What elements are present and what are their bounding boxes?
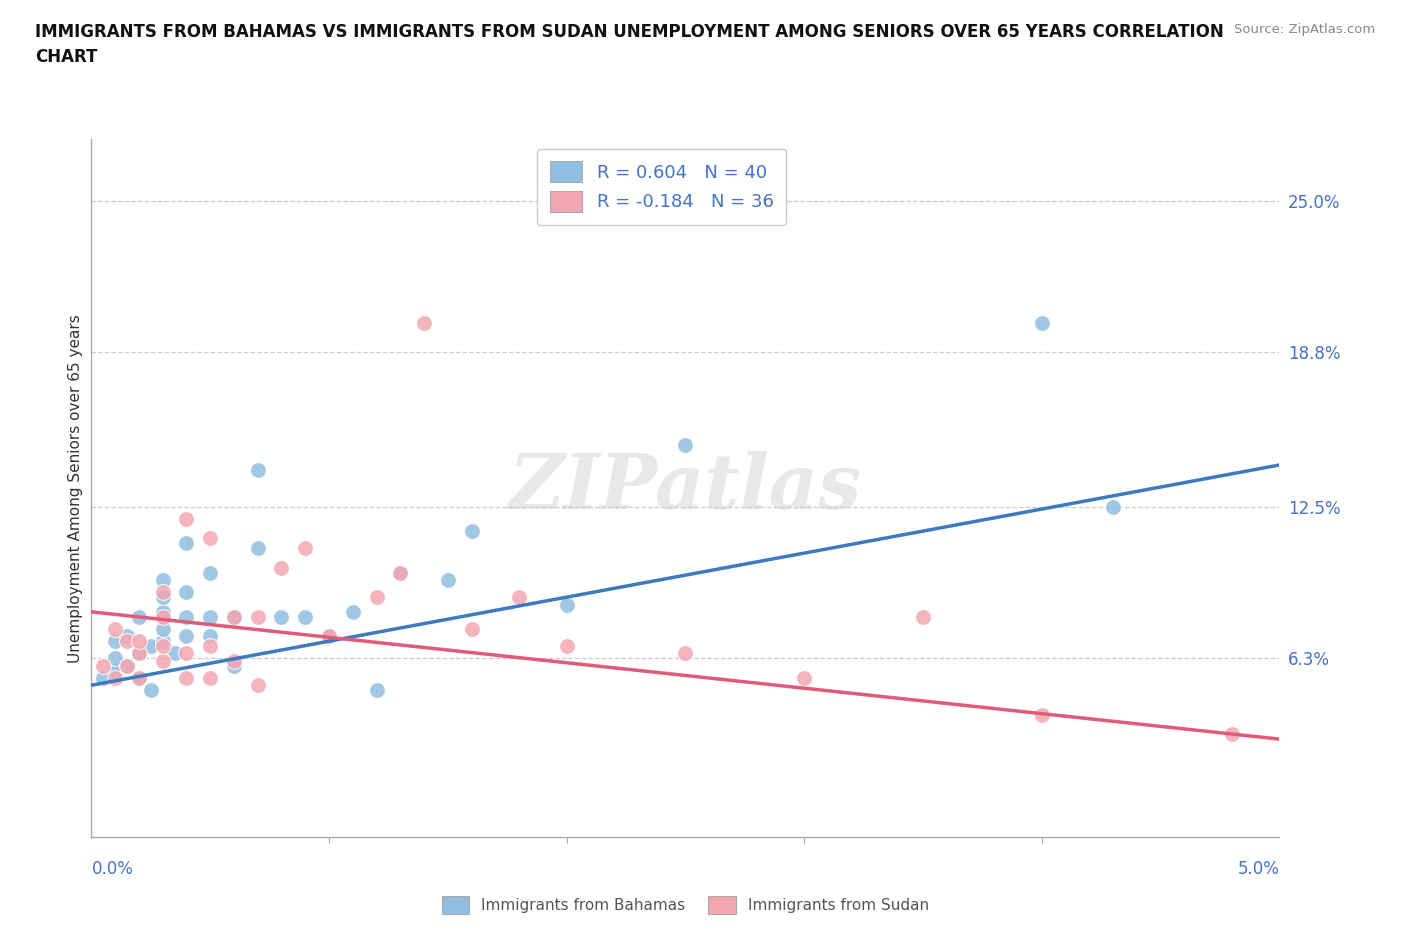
Point: [152, 590, 174, 604]
Text: CHART: CHART: [35, 48, 97, 66]
Point: [152, 573, 174, 588]
Text: Source: ZipAtlas.com: Source: ZipAtlas.com: [1234, 23, 1375, 36]
Point: [460, 524, 482, 538]
Point: [176, 609, 198, 624]
Point: [176, 646, 198, 661]
Point: [176, 585, 198, 600]
Point: [246, 540, 269, 555]
Point: [555, 639, 578, 654]
Point: [1031, 707, 1053, 722]
Point: [413, 315, 436, 330]
Point: [128, 671, 150, 685]
Point: [222, 609, 245, 624]
Text: 5.0%: 5.0%: [1237, 860, 1279, 878]
Point: [342, 604, 364, 619]
Point: [128, 646, 150, 661]
Point: [246, 609, 269, 624]
Point: [911, 609, 934, 624]
Point: [793, 671, 815, 685]
Point: [200, 531, 222, 546]
Point: [115, 629, 138, 644]
Point: [104, 671, 127, 685]
Text: 0.0%: 0.0%: [91, 860, 134, 878]
Point: [128, 646, 150, 661]
Point: [366, 590, 388, 604]
Point: [200, 565, 222, 580]
Point: [200, 639, 222, 654]
Text: ZIPatlas: ZIPatlas: [509, 451, 862, 525]
Point: [673, 646, 696, 661]
Point: [176, 671, 198, 685]
Point: [246, 678, 269, 693]
Point: [104, 663, 127, 678]
Point: [460, 621, 482, 636]
Point: [176, 536, 198, 551]
Point: [104, 651, 127, 666]
Point: [294, 609, 316, 624]
Point: [176, 629, 198, 644]
Point: [318, 629, 340, 644]
Point: [152, 639, 174, 654]
Point: [163, 646, 186, 661]
Point: [294, 540, 316, 555]
Point: [555, 597, 578, 612]
Point: [389, 565, 412, 580]
Point: [389, 565, 412, 580]
Point: [270, 561, 292, 576]
Point: [115, 633, 138, 648]
Point: [128, 609, 150, 624]
Y-axis label: Unemployment Among Seniors over 65 years: Unemployment Among Seniors over 65 years: [67, 314, 83, 662]
Point: [673, 438, 696, 453]
Point: [152, 621, 174, 636]
Point: [1031, 315, 1053, 330]
Point: [152, 609, 174, 624]
Point: [152, 604, 174, 619]
Point: [1220, 726, 1243, 741]
Point: [128, 671, 150, 685]
Point: [1102, 499, 1125, 514]
Point: [152, 654, 174, 669]
Point: [222, 658, 245, 673]
Point: [246, 462, 269, 477]
Point: [222, 609, 245, 624]
Point: [91, 671, 114, 685]
Point: [270, 609, 292, 624]
Point: [128, 633, 150, 648]
Point: [508, 590, 530, 604]
Point: [104, 633, 127, 648]
Point: [152, 633, 174, 648]
Text: IMMIGRANTS FROM BAHAMAS VS IMMIGRANTS FROM SUDAN UNEMPLOYMENT AMONG SENIORS OVER: IMMIGRANTS FROM BAHAMAS VS IMMIGRANTS FR…: [35, 23, 1223, 41]
Point: [200, 629, 222, 644]
Point: [200, 609, 222, 624]
Legend: Immigrants from Bahamas, Immigrants from Sudan: Immigrants from Bahamas, Immigrants from…: [436, 890, 935, 920]
Point: [152, 585, 174, 600]
Point: [104, 621, 127, 636]
Point: [200, 671, 222, 685]
Point: [176, 512, 198, 526]
Point: [139, 683, 162, 698]
Point: [91, 658, 114, 673]
Point: [366, 683, 388, 698]
Point: [139, 639, 162, 654]
Point: [115, 658, 138, 673]
Point: [222, 654, 245, 669]
Point: [115, 658, 138, 673]
Point: [436, 573, 458, 588]
Point: [318, 629, 340, 644]
